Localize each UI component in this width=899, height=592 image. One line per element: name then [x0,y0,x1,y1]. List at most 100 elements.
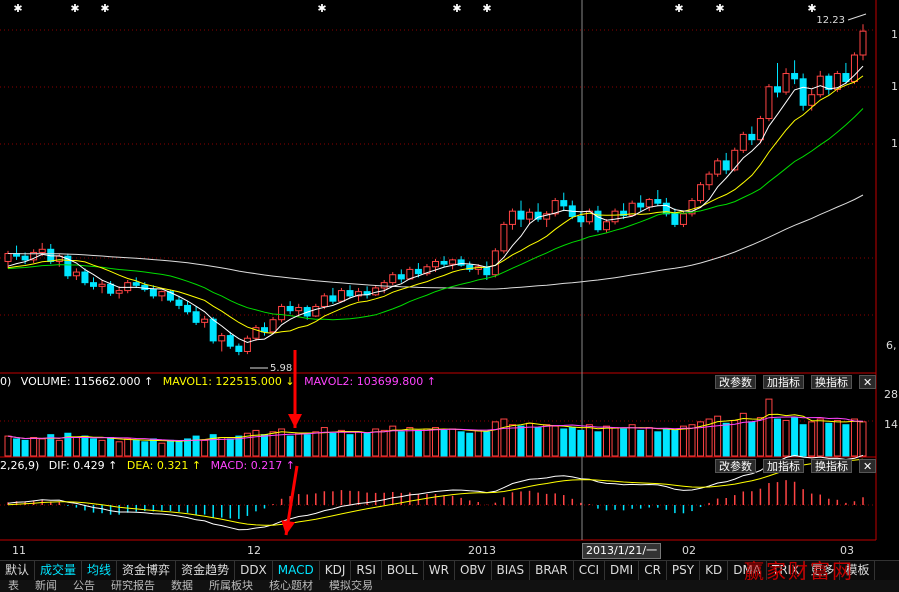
volume-bar [645,427,653,457]
volume-bar [782,419,790,457]
price-axis-label: 1 [891,28,898,41]
candle-body [543,213,551,220]
candle-body [748,133,756,141]
candle-body [645,199,653,208]
volume-axis-label: 28 [884,388,898,401]
volume-bar [679,425,687,457]
indicator-tab[interactable]: 资金博弈 [117,561,177,580]
info-tab[interactable]: 研究报告 [111,580,155,592]
volume-bar [363,432,371,457]
info-tab[interactable]: 所属板块 [209,580,253,592]
macd-params-button[interactable]: 改参数 [715,459,756,473]
indicator-tab[interactable]: BOLL [382,561,424,580]
volume-close-button[interactable]: ✕ [859,375,877,389]
info-tab[interactable]: 新闻 [35,580,57,592]
indicator-tab-bar: 默认 成交量 均线 资金博弈 资金趋势 DDX MACD KDJ RSI BOLL WR OBV BIA… [0,560,899,580]
candle-body [517,210,525,220]
watermark-logo: 赢家财富网 [744,559,854,583]
candle-body [577,215,585,223]
volume-bar [731,419,739,457]
volume-bar [252,429,260,457]
candle-body [346,290,354,297]
indicator-tab[interactable]: 默认 [0,561,36,580]
indicator-tab[interactable]: BIAS [492,561,531,580]
volume-params-button[interactable]: 改参数 [715,375,756,389]
indicator-tab[interactable]: OBV [455,561,492,580]
volume-bar [295,432,303,457]
event-star-icon: ✱ [482,2,491,15]
indicator-tab[interactable]: RSI [351,561,382,580]
candle-body [526,211,534,220]
candle-body [662,202,670,215]
candle-body [551,200,559,215]
high-price-pointer [847,13,867,21]
volume-bar [414,429,422,457]
macd-switch-indicator-button[interactable]: 换指标 [811,459,852,473]
indicator-tab[interactable]: TRIX [767,561,806,580]
indicator-tab[interactable]: WR [424,561,455,580]
candle-body [107,283,115,294]
candle-body [235,345,243,352]
volume-bar [466,432,474,457]
candle-body [765,86,773,120]
indicator-tab[interactable]: CR [639,561,667,580]
volume-bar [218,437,226,457]
candle-body [432,260,439,268]
indicator-tab[interactable]: 更多 [805,561,841,580]
indicator-tab[interactable]: DDX [235,561,273,580]
candle-body [791,73,799,80]
volume-switch-indicator-button[interactable]: 换指标 [811,375,852,389]
volume-header: 0) VOLUME: 115662.000 ↑ MAVOL1: 122515.0… [0,375,436,389]
volume-bar [175,441,183,457]
indicator-tab[interactable]: 模板 [840,561,876,580]
event-star-icon: ✱ [452,2,461,15]
candle-body [175,299,183,306]
volume-bar [714,415,722,457]
volume-bar [124,438,132,457]
volume-add-indicator-button[interactable]: 加指标 [763,375,804,389]
macd-add-indicator-button[interactable]: 加指标 [763,459,804,473]
info-tab[interactable]: 数据 [171,580,193,592]
indicator-tab[interactable]: MACD [273,561,320,580]
info-tab[interactable]: 表 [8,580,19,592]
indicator-tab[interactable]: CCI [574,561,606,580]
info-tab[interactable]: 模拟交易 [329,580,373,592]
info-tab[interactable]: 公告 [73,580,95,592]
mavol2-value: MAVOL2: 103699.800 ↑ [304,375,436,388]
indicator-tab[interactable]: 成交量 [35,561,83,580]
volume-bar [38,438,46,457]
ma20-line [7,108,864,321]
indicator-tab[interactable]: KDJ [320,561,352,580]
indicator-tab[interactable]: 资金趋势 [176,561,236,580]
candle-body [312,305,320,317]
indicator-tab[interactable]: KD [700,561,729,580]
volume-bar [551,425,559,457]
high-price-label: 12.23 [816,15,845,26]
volume-bar [21,439,29,457]
candle-body [320,295,328,307]
candle-body [500,223,508,252]
indicator-tab[interactable]: DMA [728,561,768,580]
info-tab[interactable]: 核心题材 [269,580,313,592]
macd-close-button[interactable]: ✕ [859,459,877,473]
volume-bar [166,439,174,457]
volume-bar [243,432,251,457]
volume-bar [705,418,713,457]
volume-bar [628,424,636,457]
indicator-tab[interactable]: BRAR [530,561,574,580]
volume-bar [47,434,55,457]
indicator-tab[interactable]: DMI [605,561,640,580]
indicator-tab[interactable]: 均线 [82,561,118,580]
candle-body [722,160,730,171]
indicator-tab[interactable]: PSY [667,561,701,580]
candle-body [286,305,294,312]
candle-body [38,248,46,253]
volume-bar [149,438,157,457]
candle-body [739,133,747,151]
candle-body [337,290,345,302]
candle-body [389,274,397,284]
volume-bar [526,422,534,457]
candle-body [774,86,781,93]
volume-bar [534,427,542,457]
